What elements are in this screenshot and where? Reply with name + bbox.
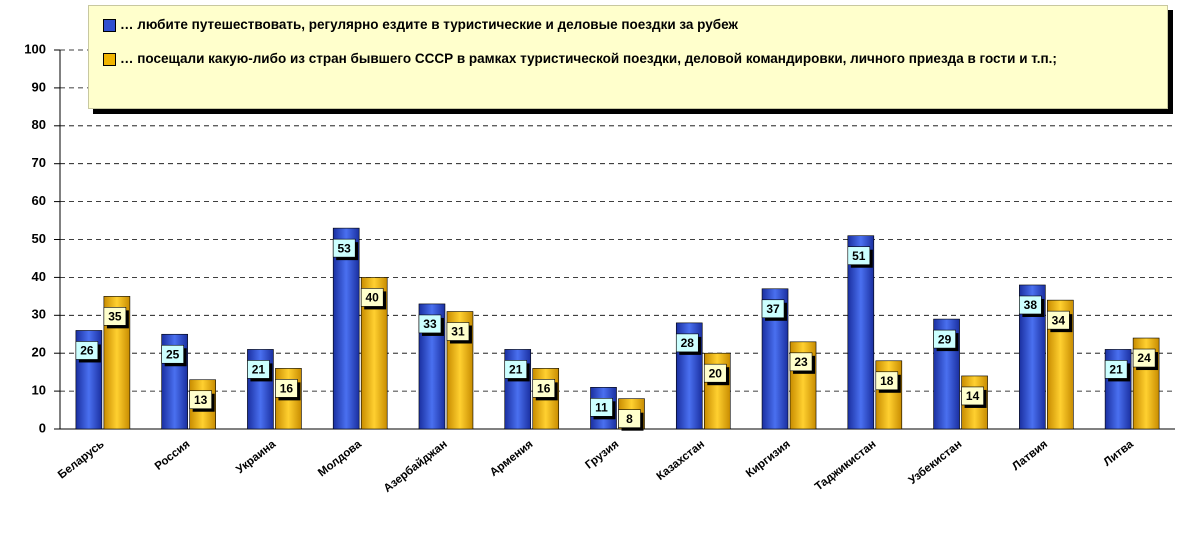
value-label-box bbox=[446, 322, 470, 341]
y-tick-label: 60 bbox=[32, 193, 46, 208]
x-tick-label: Узбекистан bbox=[907, 438, 965, 487]
y-tick-label: 10 bbox=[32, 383, 46, 398]
value-label: 29 bbox=[938, 332, 952, 346]
value-label-box bbox=[504, 360, 528, 379]
value-label-box bbox=[875, 371, 899, 391]
value-label: 24 bbox=[1137, 351, 1151, 365]
legend-label: … любите путешествовать, регулярно ездит… bbox=[120, 17, 739, 32]
value-label: 51 bbox=[852, 249, 866, 263]
value-label: 18 bbox=[880, 374, 894, 388]
value-label-box bbox=[161, 344, 184, 364]
value-label-box bbox=[1104, 360, 1128, 379]
value-label: 53 bbox=[338, 241, 352, 255]
bar bbox=[875, 360, 903, 430]
value-label-box bbox=[275, 379, 298, 398]
bar bbox=[847, 235, 875, 430]
value-label-box bbox=[761, 299, 785, 319]
value-label: 21 bbox=[1109, 363, 1123, 377]
value-label: 37 bbox=[766, 302, 780, 316]
value-label-box bbox=[847, 246, 871, 266]
value-label: 21 bbox=[509, 363, 523, 377]
x-tick-label: Беларусь bbox=[56, 438, 107, 481]
x-tick-label: Латвия bbox=[1010, 438, 1050, 473]
value-label-box bbox=[789, 352, 813, 372]
value-label-box bbox=[961, 386, 984, 406]
value-label-box bbox=[703, 363, 727, 383]
value-label-box bbox=[418, 314, 442, 334]
value-label: 38 bbox=[1024, 298, 1038, 312]
value-label-box bbox=[332, 238, 356, 258]
value-label-box bbox=[1019, 295, 1042, 315]
value-label: 16 bbox=[280, 382, 294, 396]
value-label-box bbox=[360, 288, 384, 307]
value-label-box bbox=[933, 329, 956, 349]
x-tick-label: Грузия bbox=[583, 438, 621, 471]
legend-label: … посещали какую-либо из стран бывшего С… bbox=[120, 51, 1057, 66]
value-label: 26 bbox=[80, 344, 94, 358]
value-label-box bbox=[590, 398, 613, 417]
y-tick-label: 20 bbox=[32, 345, 46, 360]
y-tick-label: 40 bbox=[32, 269, 46, 284]
legend-entry: … посещали какую-либо из стран бывшего С… bbox=[103, 50, 1153, 68]
value-label-box bbox=[1132, 348, 1156, 368]
value-label-box bbox=[75, 341, 99, 360]
value-label: 33 bbox=[423, 317, 437, 331]
legend: … любите путешествовать, регулярно ездит… bbox=[88, 5, 1168, 109]
x-tick-label: Россия bbox=[153, 438, 193, 473]
legend-swatch bbox=[103, 19, 116, 32]
value-label-box bbox=[532, 379, 556, 398]
value-label: 13 bbox=[194, 393, 208, 407]
y-tick-label: 0 bbox=[39, 420, 46, 435]
x-tick-label: Молдова bbox=[316, 438, 364, 479]
value-label: 11 bbox=[595, 400, 608, 414]
x-tick-label: Украина bbox=[234, 438, 278, 476]
value-label: 20 bbox=[709, 366, 723, 380]
value-label: 31 bbox=[451, 325, 465, 339]
x-tick-label: Азербайджан bbox=[382, 438, 450, 495]
value-label: 21 bbox=[252, 363, 266, 377]
legend-swatch bbox=[103, 53, 116, 66]
value-label: 25 bbox=[166, 347, 180, 361]
y-tick-label: 90 bbox=[32, 79, 46, 94]
x-tick-label: Армения bbox=[488, 438, 535, 479]
value-label: 28 bbox=[681, 336, 695, 350]
y-tick-label: 50 bbox=[32, 231, 46, 246]
value-label-box bbox=[618, 409, 641, 428]
x-tick-label: Таджикистан bbox=[813, 438, 879, 493]
value-label: 14 bbox=[966, 389, 980, 403]
y-tick-label: 100 bbox=[24, 41, 46, 56]
value-label-box bbox=[1047, 310, 1070, 330]
value-label: 8 bbox=[626, 412, 633, 426]
value-label: 23 bbox=[794, 355, 808, 369]
y-tick-label: 30 bbox=[32, 307, 46, 322]
value-label: 40 bbox=[366, 291, 380, 305]
x-tick-label: Литва bbox=[1102, 438, 1137, 469]
value-label: 34 bbox=[1052, 313, 1066, 327]
value-label-box bbox=[675, 333, 699, 353]
y-tick-label: 80 bbox=[32, 117, 46, 132]
value-label: 16 bbox=[537, 382, 551, 396]
x-tick-label: Киргизия bbox=[744, 438, 793, 480]
y-tick-label: 70 bbox=[32, 155, 46, 170]
value-label-box bbox=[103, 307, 127, 326]
value-label-box bbox=[247, 360, 270, 379]
value-label: 35 bbox=[108, 310, 122, 324]
bar bbox=[332, 227, 360, 430]
value-label-box bbox=[189, 390, 212, 410]
x-tick-label: Казахстан bbox=[655, 438, 707, 483]
legend-entry: … любите путешествовать, регулярно ездит… bbox=[103, 16, 1153, 34]
